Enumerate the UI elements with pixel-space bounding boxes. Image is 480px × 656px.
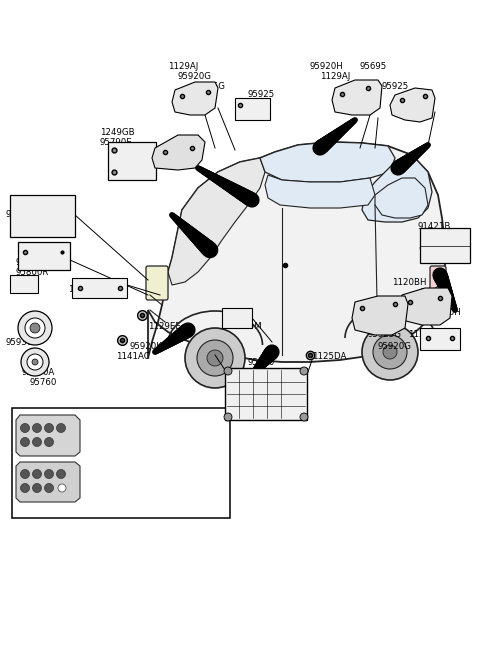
Circle shape xyxy=(21,424,29,432)
FancyBboxPatch shape xyxy=(430,266,446,315)
Polygon shape xyxy=(352,296,408,335)
Text: 95925: 95925 xyxy=(248,90,275,99)
Bar xyxy=(235,98,270,120)
Bar xyxy=(222,308,252,328)
Circle shape xyxy=(27,354,43,370)
Circle shape xyxy=(33,470,41,478)
Polygon shape xyxy=(400,288,452,325)
Circle shape xyxy=(33,424,41,432)
Text: 95432: 95432 xyxy=(122,448,149,457)
Text: 95820A: 95820A xyxy=(22,368,55,377)
Polygon shape xyxy=(16,462,80,502)
Circle shape xyxy=(57,470,65,478)
Polygon shape xyxy=(260,142,395,182)
Circle shape xyxy=(30,323,40,333)
Polygon shape xyxy=(390,88,435,122)
Circle shape xyxy=(207,350,223,366)
FancyBboxPatch shape xyxy=(146,266,168,300)
Text: 95925G: 95925G xyxy=(192,82,226,91)
Circle shape xyxy=(32,359,38,365)
Text: 95910: 95910 xyxy=(248,358,275,367)
Text: 95790E: 95790E xyxy=(100,138,133,147)
Text: 1249GB: 1249GB xyxy=(100,128,134,137)
Bar xyxy=(420,228,470,263)
Circle shape xyxy=(45,424,53,432)
Circle shape xyxy=(45,483,53,493)
Text: 95925: 95925 xyxy=(355,318,382,327)
Text: 1129AJ: 1129AJ xyxy=(320,72,350,81)
Polygon shape xyxy=(362,155,432,222)
Bar xyxy=(10,275,38,293)
Text: 1141AC: 1141AC xyxy=(116,352,150,361)
Circle shape xyxy=(33,438,41,447)
Circle shape xyxy=(21,483,29,493)
Circle shape xyxy=(224,367,232,375)
Polygon shape xyxy=(375,178,428,218)
Circle shape xyxy=(197,340,233,376)
Text: 1125DR: 1125DR xyxy=(68,285,103,294)
Text: 95760: 95760 xyxy=(30,378,58,387)
Polygon shape xyxy=(16,415,80,456)
Circle shape xyxy=(300,413,308,421)
Text: 95925G: 95925G xyxy=(368,330,402,339)
Text: 91421B: 91421B xyxy=(418,222,451,231)
Bar xyxy=(12,408,230,518)
Circle shape xyxy=(21,438,29,447)
Text: 95930C: 95930C xyxy=(5,338,38,347)
Text: 95800R: 95800R xyxy=(16,268,49,277)
Circle shape xyxy=(21,470,29,478)
Polygon shape xyxy=(168,158,265,285)
Circle shape xyxy=(18,311,52,345)
Text: 95925: 95925 xyxy=(382,82,409,91)
Text: 1338AC: 1338AC xyxy=(28,222,62,231)
Text: 95920H: 95920H xyxy=(428,308,462,317)
Polygon shape xyxy=(148,142,445,362)
Bar xyxy=(225,368,307,420)
Text: 95413A: 95413A xyxy=(48,480,81,489)
Circle shape xyxy=(373,335,407,369)
Text: 95695: 95695 xyxy=(360,62,387,71)
Text: 95920G: 95920G xyxy=(378,342,412,351)
Text: 95920H: 95920H xyxy=(310,62,344,71)
Circle shape xyxy=(21,348,49,376)
Circle shape xyxy=(185,328,245,388)
Circle shape xyxy=(300,367,308,375)
Polygon shape xyxy=(172,82,218,115)
Circle shape xyxy=(45,438,53,447)
Text: 95800L: 95800L xyxy=(16,258,48,267)
Bar xyxy=(420,328,460,350)
Text: 1129AJ: 1129AJ xyxy=(408,330,438,339)
Text: 95695: 95695 xyxy=(420,288,447,297)
Text: 1129EE: 1129EE xyxy=(148,322,181,331)
Bar xyxy=(18,242,70,270)
Bar xyxy=(72,278,127,298)
Polygon shape xyxy=(152,135,205,170)
Circle shape xyxy=(224,413,232,421)
Text: 95920G: 95920G xyxy=(178,72,212,81)
Bar xyxy=(10,195,75,237)
Text: 1129AJ: 1129AJ xyxy=(418,298,448,307)
Polygon shape xyxy=(265,175,375,208)
Text: 1125DA: 1125DA xyxy=(312,352,347,361)
Circle shape xyxy=(45,470,53,478)
Text: 1120BH: 1120BH xyxy=(392,278,427,287)
Circle shape xyxy=(58,484,66,492)
Circle shape xyxy=(25,318,45,338)
Polygon shape xyxy=(332,80,382,115)
Text: 95925M: 95925M xyxy=(228,322,263,331)
Circle shape xyxy=(33,483,41,493)
Text: 1129AJ: 1129AJ xyxy=(168,62,198,71)
Bar xyxy=(108,142,156,180)
Circle shape xyxy=(57,424,65,432)
Text: 95920K: 95920K xyxy=(130,342,163,351)
Text: 95800K: 95800K xyxy=(5,210,38,219)
Circle shape xyxy=(383,345,397,359)
Circle shape xyxy=(362,324,418,380)
Text: 95415: 95415 xyxy=(185,442,212,451)
